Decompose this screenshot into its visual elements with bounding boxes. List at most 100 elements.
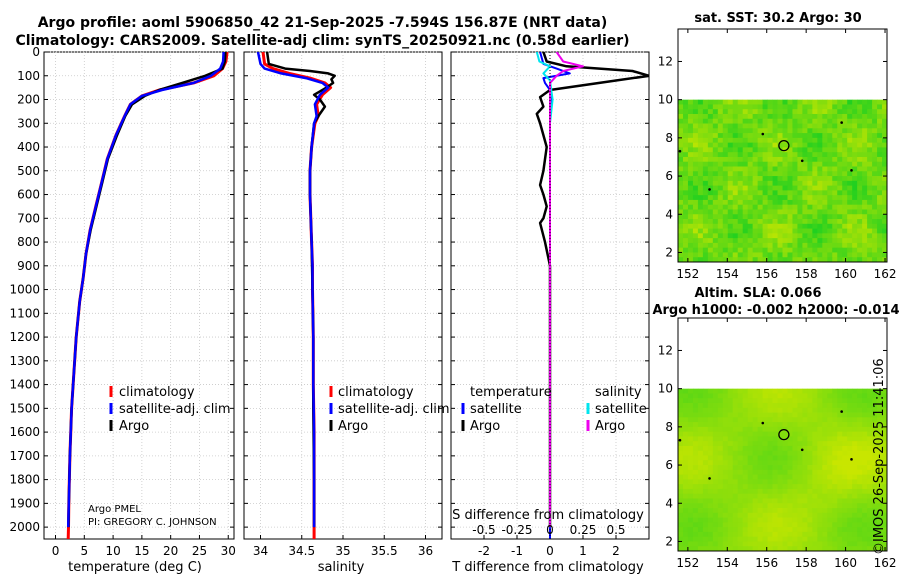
sst-map-cell (792, 190, 798, 196)
sla-map-cell (822, 517, 828, 523)
sla-map-frame (677, 317, 888, 552)
sla-map-cell (727, 508, 734, 514)
sst-map-cell (797, 223, 803, 229)
sst-map-cell (797, 176, 803, 182)
sla-map-cell (762, 402, 768, 409)
sst-map-cell (867, 123, 873, 129)
sla-map-cell (777, 536, 783, 542)
sst-map-cell (682, 257, 689, 263)
sst-map-cell (857, 238, 863, 244)
sla-map-cell (742, 431, 749, 437)
sla-map-cell (852, 512, 858, 518)
sla-map-cell (702, 402, 709, 409)
sla-map-cell (687, 498, 694, 504)
sla-map-cell (872, 417, 878, 423)
sst-map-cell (782, 133, 788, 139)
sla-map-cell (797, 402, 803, 409)
sst-map-cell (832, 204, 838, 210)
sla-map-cell (872, 388, 878, 394)
sla-map-cell (867, 431, 873, 437)
sla-map-cell (857, 546, 863, 552)
sst-map-cell (857, 147, 863, 153)
sst-map-cell (702, 238, 709, 244)
sst-map-cell (732, 147, 739, 153)
sla-map-cell (802, 488, 808, 495)
sst-map-cell (722, 219, 729, 225)
sst-map-cell (792, 219, 798, 225)
sla-map-cell (747, 546, 754, 552)
sst-map-cell (687, 118, 694, 124)
sla-map-cell (757, 503, 763, 509)
sla-map-cell (747, 517, 754, 523)
sla-map-cell (692, 407, 699, 413)
sst-map-cell (762, 223, 768, 229)
sst-map-cell (772, 142, 778, 148)
sla-map-cell (707, 531, 714, 538)
sla-map-cell (682, 412, 689, 418)
sla-map-cell (707, 512, 714, 518)
sla-map-cell (832, 398, 838, 404)
sst-map-cell (742, 128, 749, 134)
sla-map-cell (722, 412, 729, 418)
sst-map-cell (877, 109, 883, 115)
sla-map-cell (678, 445, 684, 452)
sla-map-cell (772, 493, 778, 499)
sla-map-cell (742, 517, 749, 523)
sla-map-cell (822, 498, 828, 504)
sla-map-cell (707, 498, 714, 504)
sst-map-cell (852, 199, 858, 206)
sla-map-cell (717, 412, 724, 418)
sst-map-cell (872, 161, 878, 167)
sla-map-cell (882, 436, 888, 442)
sst-map-cell (817, 214, 823, 220)
sst-map-cell (807, 147, 813, 153)
sst-map-cell (857, 185, 863, 191)
sst-map-cell (847, 209, 853, 215)
sst-map-cell (742, 228, 749, 234)
sst-map-cell (702, 99, 709, 105)
sla-map-cell (802, 546, 808, 552)
sst-map-cell (812, 161, 818, 167)
sla-map-cell (862, 407, 868, 413)
sst-map-cell (752, 199, 759, 206)
sla-map-cell (682, 503, 689, 509)
sst-map-cell (832, 171, 838, 177)
sla-map-cell (712, 465, 719, 471)
sla-map-cell (832, 536, 838, 542)
sst-map-cell (692, 199, 699, 206)
sst-map-cell (697, 252, 704, 258)
sst-map-cell (867, 133, 873, 139)
sst-map-cell (882, 128, 888, 134)
sst-map-cell (747, 223, 754, 229)
sla-map-cell (847, 488, 853, 495)
sst-map-cell (792, 133, 798, 139)
sla-map-cell (722, 398, 729, 404)
sst-map-cell (847, 152, 853, 158)
sst-map-cell (702, 247, 709, 253)
sst-map-cell (862, 104, 868, 110)
sla-map-cell (697, 445, 704, 452)
sla-map-cell (712, 402, 719, 409)
sst-map-cell (772, 228, 778, 234)
sst-map-cell (777, 185, 783, 191)
sla-map-cell (817, 422, 823, 428)
sst-map-cell (702, 242, 709, 249)
sst-map-cell (767, 113, 773, 120)
sst-map-cell (882, 99, 888, 105)
sst-map-cell (847, 223, 853, 229)
sla-map-cell (857, 474, 863, 480)
sla-map-cell (847, 479, 853, 485)
sst-map-cell (717, 133, 724, 139)
sla-map-cell (747, 465, 754, 471)
sla-map-cell (752, 393, 759, 399)
sst-map-cell (807, 214, 813, 220)
sla-map-cell (707, 465, 714, 471)
sst-map-argo-marker (778, 139, 790, 152)
sla-map-cell (852, 445, 858, 452)
sla-map-cell (837, 388, 843, 394)
sst-map-cell (678, 128, 684, 134)
sla-map-cell (762, 412, 768, 418)
sla-map-cell (792, 407, 798, 413)
sst-map-cell (722, 180, 729, 186)
sst-map-cell (782, 223, 788, 229)
